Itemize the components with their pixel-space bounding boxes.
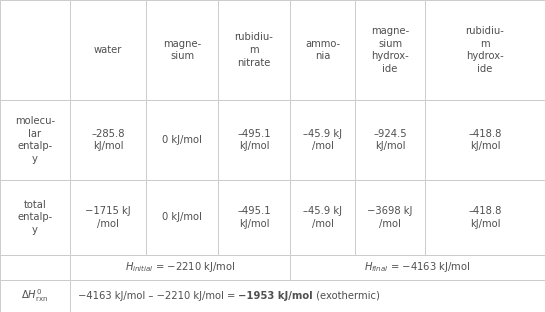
Bar <box>425 180 545 255</box>
Bar <box>0 180 70 255</box>
Bar <box>70 180 146 255</box>
Bar <box>355 0 425 100</box>
Text: (exothermic): (exothermic) <box>313 291 380 301</box>
Text: –45.9 kJ
/mol: –45.9 kJ /mol <box>303 206 342 229</box>
Text: $\mathit{H}_{\mathit{initial}}$ = −2210 kJ/mol: $\mathit{H}_{\mathit{initial}}$ = −2210 … <box>125 261 235 275</box>
Bar <box>425 0 545 100</box>
Text: molecu-
lar
entalp-
y: molecu- lar entalp- y <box>15 116 55 164</box>
Bar <box>290 255 545 280</box>
Bar <box>0 100 70 180</box>
Text: −1953 kJ/mol: −1953 kJ/mol <box>239 291 313 301</box>
Bar <box>70 280 545 312</box>
Text: −4163 kJ/mol – −2210 kJ/mol =: −4163 kJ/mol – −2210 kJ/mol = <box>78 291 239 301</box>
Bar <box>290 0 355 100</box>
Bar <box>70 255 290 280</box>
Bar <box>218 100 290 180</box>
Text: –285.8
kJ/mol: –285.8 kJ/mol <box>91 129 125 151</box>
Bar <box>218 0 290 100</box>
Text: –495.1
kJ/mol: –495.1 kJ/mol <box>237 206 271 229</box>
Bar <box>146 0 218 100</box>
Text: total
entalp-
y: total entalp- y <box>17 200 53 235</box>
Bar <box>218 180 290 255</box>
Text: –418.8
kJ/mol: –418.8 kJ/mol <box>468 129 502 151</box>
Text: $\Delta H^0_{\mathrm{rxn}}$: $\Delta H^0_{\mathrm{rxn}}$ <box>21 288 49 305</box>
Bar <box>0 0 70 100</box>
Text: –45.9 kJ
/mol: –45.9 kJ /mol <box>303 129 342 151</box>
Bar <box>0 255 70 280</box>
Bar <box>290 180 355 255</box>
Bar <box>0 280 70 312</box>
Text: magne-
sium: magne- sium <box>163 39 201 61</box>
Bar <box>146 100 218 180</box>
Bar <box>146 180 218 255</box>
Text: $\mathit{H}_{\mathit{final}}$ = −4163 kJ/mol: $\mathit{H}_{\mathit{final}}$ = −4163 kJ… <box>364 261 471 275</box>
Bar <box>70 0 146 100</box>
Text: 0 kJ/mol: 0 kJ/mol <box>162 135 202 145</box>
Text: magne-
sium
hydrox-
ide: magne- sium hydrox- ide <box>371 26 409 74</box>
Text: rubidiu-
m
nitrate: rubidiu- m nitrate <box>234 32 274 68</box>
Text: 0 kJ/mol: 0 kJ/mol <box>162 212 202 222</box>
Text: −3698 kJ
/mol: −3698 kJ /mol <box>367 206 413 229</box>
Bar <box>70 100 146 180</box>
Text: –495.1
kJ/mol: –495.1 kJ/mol <box>237 129 271 151</box>
Text: −1715 kJ
/mol: −1715 kJ /mol <box>85 206 131 229</box>
Bar <box>425 100 545 180</box>
Text: water: water <box>94 45 122 55</box>
Text: ammo-
nia: ammo- nia <box>305 39 340 61</box>
Bar <box>355 180 425 255</box>
Text: –924.5
kJ/mol: –924.5 kJ/mol <box>373 129 407 151</box>
Text: rubidiu-
m
hydrox-
ide: rubidiu- m hydrox- ide <box>465 26 505 74</box>
Bar <box>290 100 355 180</box>
Text: –418.8
kJ/mol: –418.8 kJ/mol <box>468 206 502 229</box>
Bar <box>355 100 425 180</box>
